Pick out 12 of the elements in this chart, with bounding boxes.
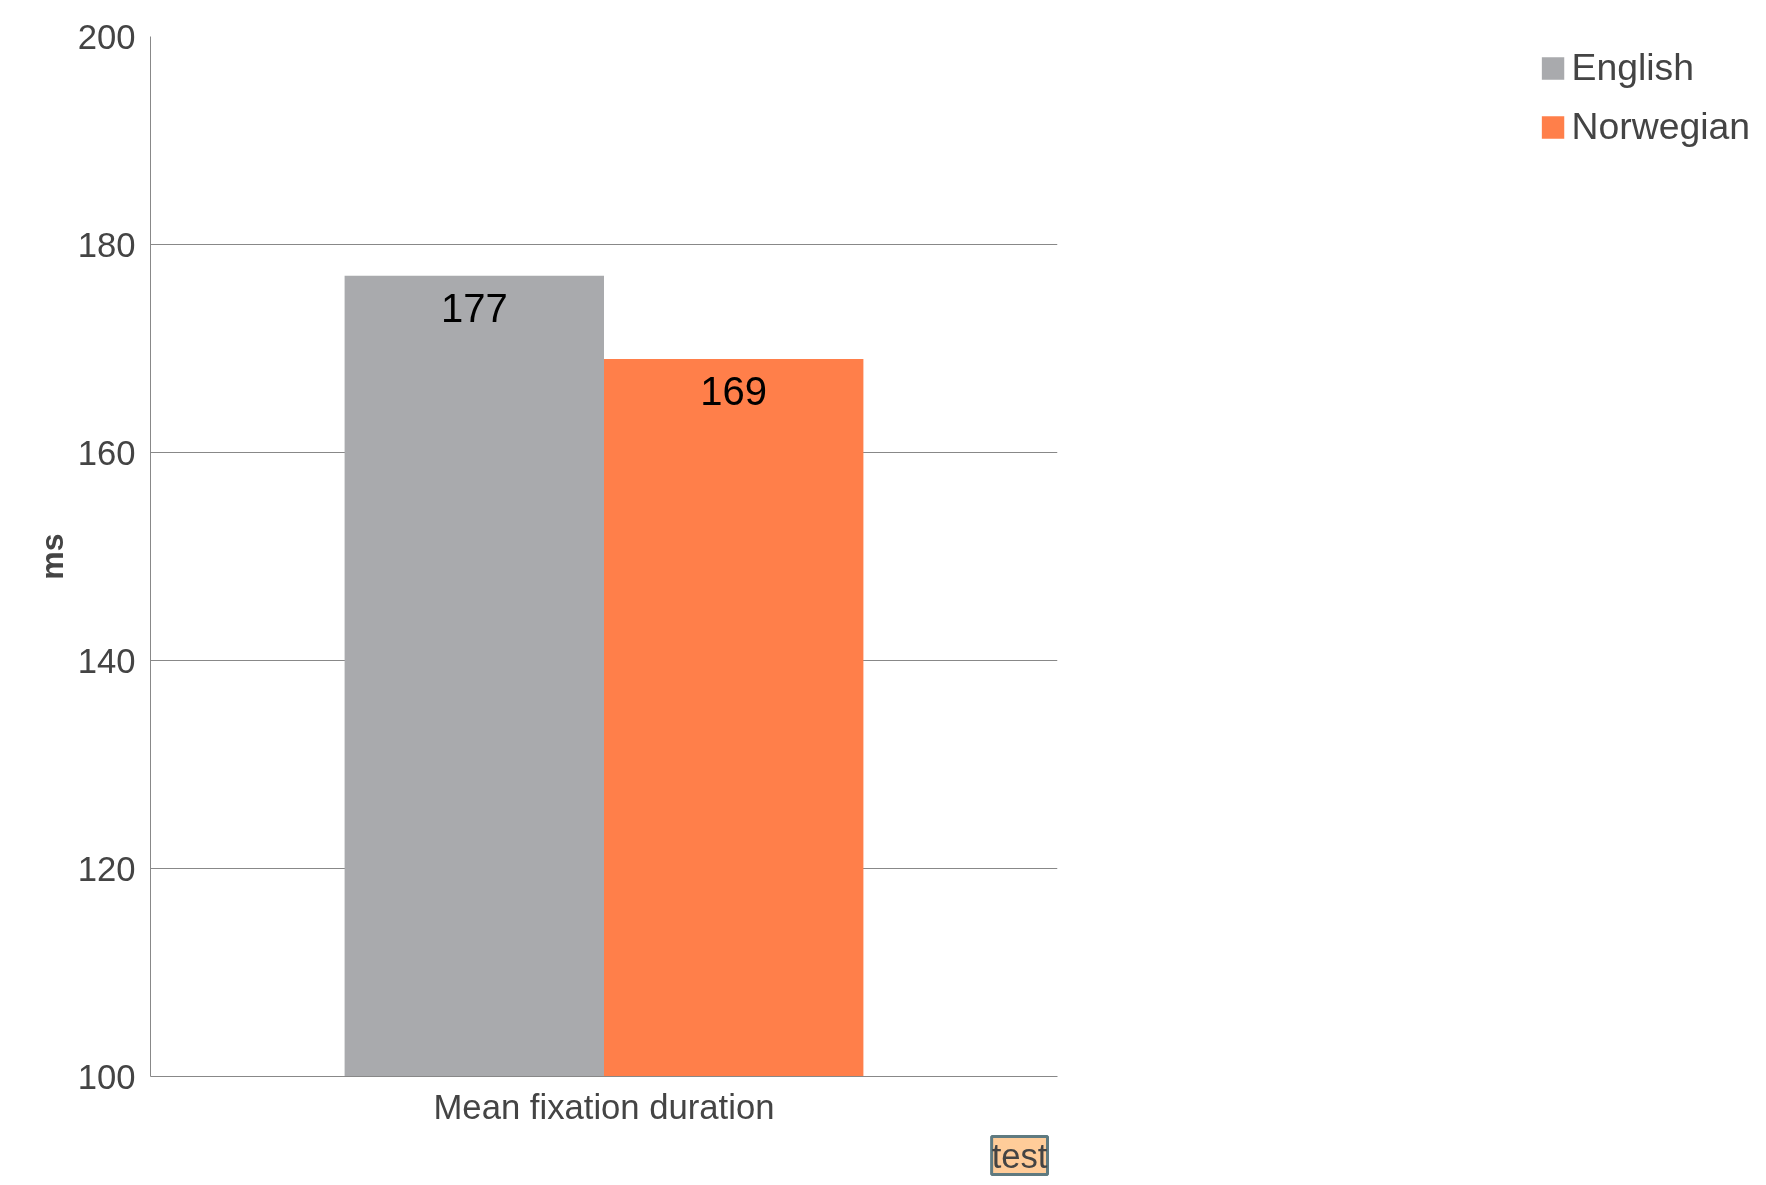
y-tick-label: 160 bbox=[77, 433, 136, 472]
x-tick-label: Mean fixation duration bbox=[433, 1087, 775, 1126]
y-tick-label: 180 bbox=[77, 225, 136, 264]
data-label: 169 bbox=[700, 368, 768, 413]
legend-label: Norwegian bbox=[1571, 105, 1750, 148]
y-tick-label: 200 bbox=[77, 17, 136, 56]
y-tick-label: 120 bbox=[77, 849, 136, 888]
data-label: 177 bbox=[440, 285, 508, 330]
y-axis-title: ms bbox=[33, 533, 70, 580]
y-tick-label: 140 bbox=[77, 641, 136, 680]
legend-label: English bbox=[1571, 46, 1694, 89]
y-tick-label: 100 bbox=[77, 1057, 136, 1096]
